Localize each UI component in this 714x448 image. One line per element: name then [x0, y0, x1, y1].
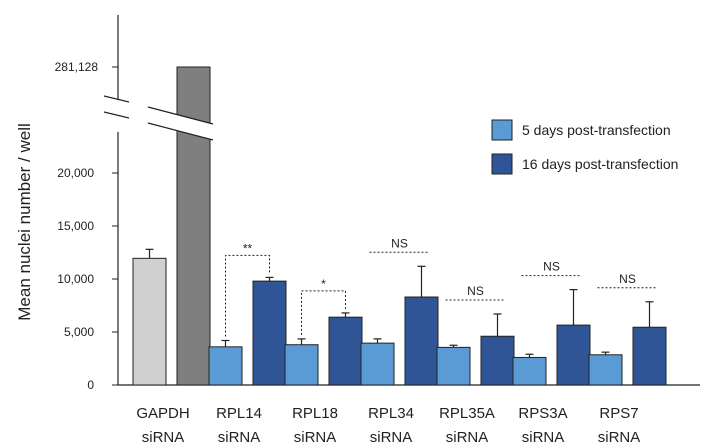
x-tick-label: RPL34 [368, 405, 414, 422]
y-axis-label: Mean nuclei number / well [15, 123, 34, 320]
bar-rpl14-series2 [252, 280, 287, 386]
bar-gapdh-series1 [132, 257, 167, 386]
legend-swatch [491, 153, 513, 175]
y-tick-label: 20,000 [57, 166, 94, 180]
significance-bracket [225, 254, 270, 337]
bar-rpl34-series1 [360, 342, 395, 386]
bar-rps7-series1 [588, 354, 623, 386]
x-tick-label: RPS3A [518, 405, 567, 422]
legend-label: 5 days post-transfection [522, 122, 671, 138]
x-tick-label: GAPDH [136, 405, 189, 422]
bar-rpl34-series2 [404, 296, 439, 386]
x-tick-label-line2: siRNA [598, 429, 641, 446]
bar-break-mark [147, 106, 214, 125]
x-tick-label: RPL14 [216, 405, 262, 422]
significance-label: NS [467, 284, 484, 298]
axis-break-mark [103, 111, 130, 119]
x-tick-label-line2: siRNA [446, 429, 489, 446]
bar-rpl18-series2 [328, 316, 363, 386]
bar-rpl18-series1 [284, 344, 319, 386]
axis-break-mark [103, 95, 130, 103]
x-tick-label-line2: siRNA [142, 429, 185, 446]
x-tick-label: RPL18 [292, 405, 338, 422]
y-tick-label: 10,000 [57, 272, 94, 286]
y-tick-label-break: 281,128 [55, 60, 99, 74]
y-tick-label: 5,000 [64, 325, 94, 339]
y-tick-label: 0 [87, 378, 94, 392]
significance-label: NS [391, 236, 408, 250]
x-tick-label-line2: siRNA [294, 429, 337, 446]
significance-label: NS [619, 272, 636, 286]
x-tick-label-line2: siRNA [218, 429, 261, 446]
axis-break-gap [104, 96, 213, 140]
legend-label: 16 days post-transfection [522, 156, 678, 172]
significance-label: ** [243, 241, 253, 255]
x-tick-label: RPS7 [599, 405, 638, 422]
y-tick-label: 15,000 [57, 219, 94, 233]
bar-rps3a-series2 [556, 324, 591, 386]
x-tick-label: RPL35A [439, 405, 495, 422]
legend: 5 days post-transfection 16 days post-tra… [491, 119, 678, 175]
bar-rpl35a-series1 [436, 346, 471, 386]
bar-rpl14-series1 [208, 346, 243, 386]
significance-label: NS [543, 260, 560, 274]
x-tick-label-line2: siRNA [522, 429, 565, 446]
legend-swatch [491, 119, 513, 141]
bar-rps7-series2 [632, 326, 667, 386]
x-tick-label-line2: siRNA [370, 429, 413, 446]
bar-break-mark [147, 122, 214, 141]
bar-rpl35a-series2 [480, 335, 515, 386]
significance-label: * [321, 277, 326, 291]
significance-bracket [301, 290, 346, 335]
bar-gapdh-series2 [176, 66, 211, 386]
bar-rps3a-series1 [512, 356, 547, 386]
